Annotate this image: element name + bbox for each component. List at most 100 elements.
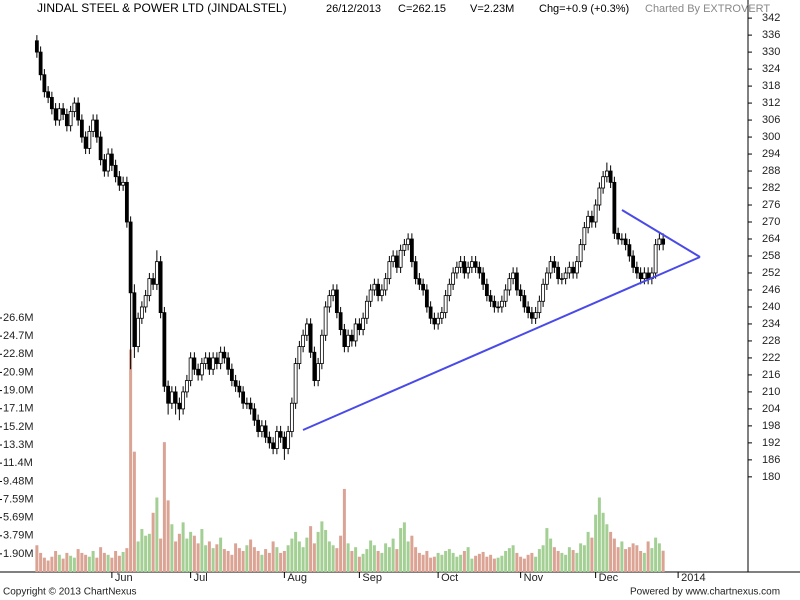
volume-bar: [380, 552, 384, 572]
candle-body: [436, 317, 441, 325]
candle-body: [514, 272, 519, 291]
candle-body: [308, 323, 313, 353]
candle-body: [488, 295, 493, 302]
candle-body: [462, 261, 467, 274]
volume-bar: [222, 549, 226, 572]
volume-bar: [331, 545, 335, 572]
volume-bar: [346, 543, 350, 572]
volume-bar: [294, 531, 298, 572]
candle-body: [72, 102, 77, 112]
volume-bar: [155, 497, 159, 572]
candle-body: [132, 292, 137, 347]
volume-bar: [80, 552, 84, 572]
y2-tick-label: 7.59M: [3, 493, 34, 505]
volume-bar: [91, 550, 95, 572]
volume-layer: [35, 349, 665, 572]
volume-bar: [372, 545, 376, 572]
volume-bar: [624, 549, 628, 572]
candle-body: [68, 111, 73, 127]
volume-bar: [114, 550, 118, 572]
candle-body: [503, 289, 508, 302]
volume-bar: [335, 548, 339, 572]
candle-body: [244, 402, 249, 405]
candle-body: [323, 306, 328, 336]
volume-bar: [556, 550, 560, 572]
candle-body: [379, 289, 384, 297]
y-tick-label: 324: [762, 63, 780, 75]
candle-body: [406, 238, 411, 246]
volume-bar: [627, 547, 631, 572]
candle-body: [552, 261, 557, 268]
volume-bar: [414, 547, 418, 572]
volume-bar: [657, 543, 661, 572]
candle-body: [248, 402, 253, 410]
candle-body: [346, 334, 351, 347]
volume-bar: [470, 558, 474, 572]
candle-body: [293, 363, 298, 404]
volume-bar: [147, 533, 151, 572]
candle-layer: [34, 35, 666, 460]
volume-bar: [271, 541, 275, 572]
candle-body: [447, 283, 452, 297]
candle-body: [458, 261, 463, 268]
volume-bar: [140, 529, 144, 572]
y-tick-label: 312: [762, 97, 780, 109]
candle-body: [106, 153, 111, 172]
candle-body: [398, 249, 403, 268]
volume-bar: [121, 551, 125, 572]
volume-bar: [522, 558, 526, 572]
volume-bar: [350, 550, 354, 572]
candle-body: [196, 368, 201, 376]
candle-body: [638, 272, 643, 280]
credit: Charted By EXTROVERT: [645, 3, 770, 15]
volume-bar: [429, 557, 433, 572]
volume-bar: [204, 545, 208, 572]
volume-bar: [57, 554, 61, 572]
candle-body: [432, 317, 437, 325]
candle-body: [113, 164, 118, 178]
candle-body: [229, 368, 234, 381]
volume-bar: [189, 531, 193, 572]
volume-bar: [552, 547, 556, 572]
volume-bar: [474, 555, 478, 572]
y-tick-label: 234: [762, 318, 780, 330]
volume-bar: [267, 552, 271, 572]
volume-label: V=2.23M: [470, 3, 514, 15]
y-tick-label: 306: [762, 114, 780, 126]
volume-bar: [99, 547, 103, 572]
y-tick-label: 270: [762, 216, 780, 228]
candle-body: [166, 385, 171, 404]
candle-body: [271, 442, 276, 449]
candle-body: [541, 283, 546, 302]
volume-bar: [46, 560, 50, 572]
candle-body: [469, 261, 474, 268]
candle-body: [657, 238, 662, 246]
trend-line-support: [302, 256, 701, 431]
candle-body: [252, 408, 257, 421]
candle-body: [387, 261, 392, 280]
candle-body: [331, 289, 336, 297]
candle-body: [173, 391, 178, 404]
volume-bar: [369, 540, 373, 572]
volume-bar: [481, 551, 485, 572]
candle-body: [537, 300, 542, 314]
candle-body: [256, 419, 261, 432]
volume-bar: [200, 529, 204, 572]
candle-body: [439, 312, 444, 319]
candle-body: [511, 272, 516, 280]
candle-body: [563, 272, 568, 280]
volume-bar: [286, 545, 290, 572]
volume-bar: [136, 541, 140, 572]
candle-body: [409, 238, 414, 263]
volume-bar: [575, 552, 579, 572]
candle-body: [451, 272, 456, 285]
candle-body: [139, 306, 144, 319]
volume-bar: [642, 552, 646, 572]
candle-body: [151, 278, 156, 285]
volume-bar: [125, 548, 129, 572]
volume-bar: [620, 541, 624, 572]
candle-body: [49, 97, 54, 110]
candle-body: [177, 402, 182, 410]
volume-bar: [39, 552, 43, 572]
